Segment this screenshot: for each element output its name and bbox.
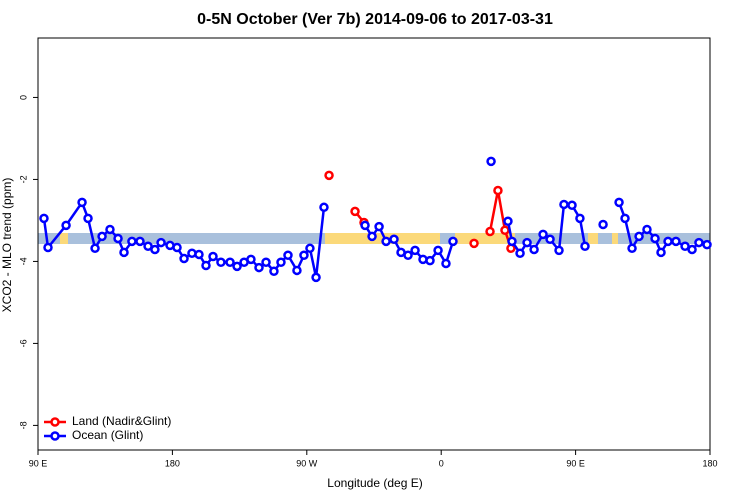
data-point [360, 220, 370, 231]
data-point [694, 237, 704, 248]
data-point [554, 245, 564, 256]
data-point [469, 238, 479, 249]
x-tick-label: 180 [165, 458, 180, 468]
data-point [135, 236, 145, 247]
data-point [216, 257, 226, 267]
data-point [493, 185, 503, 196]
data-point [39, 213, 49, 224]
x-tick-label: 90 E [29, 458, 48, 468]
data-point [410, 245, 420, 256]
data-point [105, 224, 115, 235]
data-point [559, 199, 569, 210]
data-point [156, 237, 166, 248]
data-point [179, 253, 189, 264]
data-point [97, 231, 107, 242]
x-tick-label: 0 [439, 458, 444, 468]
data-point [642, 224, 652, 235]
data-point [545, 234, 555, 245]
data-point [634, 231, 644, 242]
y-tick-label: -2 [18, 175, 28, 183]
data-point [650, 233, 660, 244]
data-point [515, 248, 525, 258]
legend-marker [50, 417, 60, 427]
data-point [367, 231, 377, 242]
data-point [503, 216, 513, 226]
data-point [225, 257, 235, 267]
data-point [575, 213, 585, 224]
data-point [172, 242, 182, 253]
data-point [283, 250, 293, 261]
data-point [389, 234, 399, 245]
data-point [507, 236, 517, 247]
data-point [350, 206, 360, 217]
y-tick-label: -6 [18, 339, 28, 347]
data-point [276, 257, 286, 267]
data-point [150, 244, 160, 255]
legend-marker [50, 431, 60, 441]
chart-title: 0-5N October (Ver 7b) 2014-09-06 to 2017… [197, 11, 553, 28]
legend-label: Ocean (Glint) [72, 428, 143, 442]
data-point [663, 236, 673, 247]
data-point [201, 260, 211, 271]
data-point [254, 262, 264, 273]
data-point [319, 202, 329, 213]
data-point [127, 236, 137, 247]
x-axis-label: Longitude (deg E) [327, 476, 422, 490]
data-point [61, 220, 71, 231]
data-point [269, 266, 279, 277]
x-tick-label: 180 [702, 458, 717, 468]
data-point [324, 170, 334, 181]
x-tick-label: 90 W [296, 458, 318, 468]
y-tick-label: 0 [18, 95, 28, 100]
data-point [627, 243, 637, 254]
data-point [702, 239, 712, 250]
data-point [620, 213, 630, 224]
y-tick-label: -4 [18, 257, 28, 265]
data-point [441, 258, 451, 269]
data-point [299, 250, 309, 261]
data-point [311, 272, 321, 283]
data-point [598, 219, 608, 230]
data-point [232, 261, 242, 272]
data-point [77, 197, 87, 208]
data-point [43, 242, 53, 253]
data-point [425, 255, 435, 266]
y-tick-label: -8 [18, 421, 28, 429]
data-point [113, 233, 123, 244]
data-point [292, 265, 302, 276]
data-point [486, 156, 496, 167]
data-point [403, 250, 413, 261]
data-point [208, 251, 218, 262]
data-point [90, 243, 100, 254]
data-point [671, 236, 681, 247]
data-point [529, 244, 539, 255]
data-point [261, 257, 271, 267]
data-point [580, 241, 590, 252]
data-point [656, 247, 666, 258]
data-point [194, 249, 204, 260]
data-point [246, 254, 256, 265]
data-point [485, 226, 495, 237]
data-point [567, 200, 577, 211]
data-point [687, 244, 697, 255]
x-tick-label: 90 E [566, 458, 585, 468]
data-point [374, 221, 384, 232]
data-point [522, 237, 532, 248]
data-point [381, 236, 391, 247]
data-point [305, 243, 315, 254]
data-point [614, 197, 624, 208]
legend-label: Land (Nadir&Glint) [72, 414, 171, 428]
data-point [680, 241, 690, 252]
data-point [433, 245, 443, 256]
data-point [448, 236, 458, 247]
y-axis-label: XCO2 - MLO trend (ppm) [0, 178, 14, 313]
data-point [500, 225, 510, 236]
data-point [83, 213, 93, 224]
data-point [119, 247, 129, 258]
data-point [538, 229, 548, 240]
